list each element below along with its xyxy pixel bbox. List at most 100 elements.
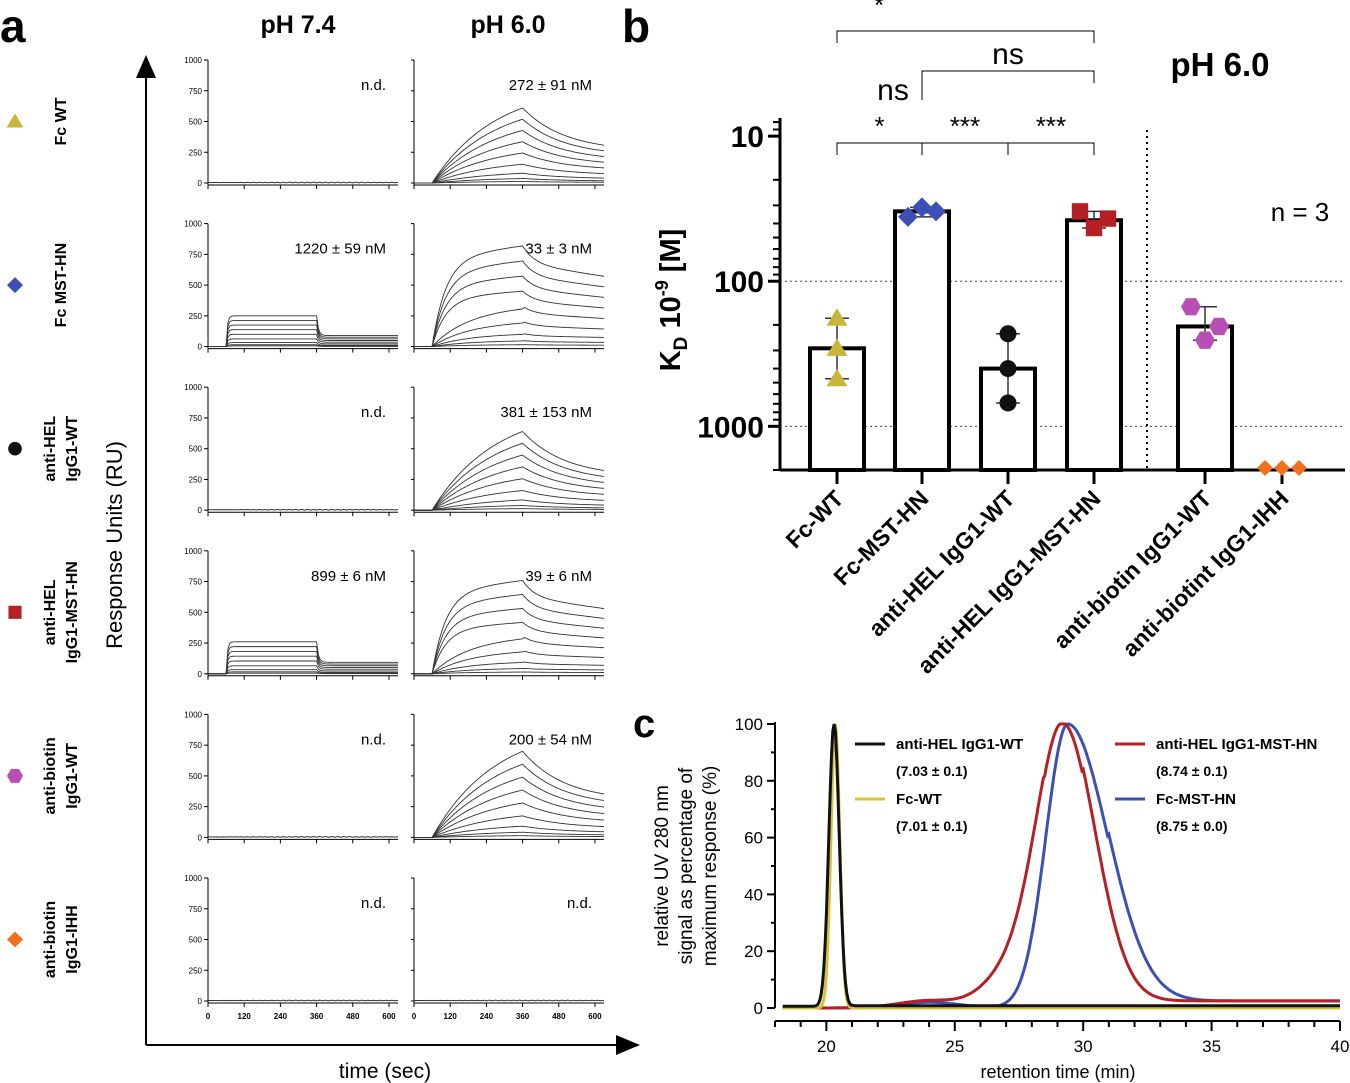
panel-b-title: pH 6.0 <box>1170 46 1269 83</box>
data-point <box>826 338 848 356</box>
sensorgram-ph60: 381 ± 153 nM <box>411 386 605 517</box>
y-tick-label: 750 <box>189 578 203 587</box>
panel-a-x-axis-label: time (sec) <box>339 1060 431 1083</box>
significance-label: ns <box>877 74 909 107</box>
kd-label: 1220 ± 59 nM <box>294 241 386 258</box>
y-tick-label: 750 <box>189 250 203 259</box>
response-trace <box>208 338 398 348</box>
panel-a-outer-axes <box>136 55 640 1055</box>
response-trace <box>414 671 605 675</box>
panel-c-x-axis-label: retention time (min) <box>980 1062 1135 1082</box>
data-point <box>926 201 946 222</box>
data-point <box>1085 219 1103 237</box>
response-trace <box>414 245 605 348</box>
response-trace <box>414 454 605 511</box>
x-tick-label: 600 <box>588 1012 602 1021</box>
kd-label: 33 ± 3 nM <box>525 241 592 258</box>
response-trace <box>208 342 398 348</box>
data-point <box>1209 317 1229 336</box>
y-tick-label: 100 <box>714 266 764 299</box>
bracket-line <box>921 70 1095 83</box>
kd-label: 381 ± 153 nM <box>500 404 592 421</box>
sensorgram-ph60: 39 ± 6 nM <box>411 550 605 680</box>
response-trace <box>208 669 398 675</box>
data-point <box>1071 203 1089 220</box>
response-trace <box>414 344 605 348</box>
x-tick-label: 480 <box>552 1012 566 1021</box>
baseline-trace <box>413 999 605 1002</box>
response-trace <box>414 825 605 838</box>
x-tick-label: 30 <box>1074 1037 1093 1056</box>
response-trace <box>414 636 605 675</box>
significance-label: * <box>874 0 884 20</box>
x-tick-label: 40 <box>1331 1037 1350 1056</box>
x-tick-label: 20 <box>817 1037 836 1056</box>
row-label: IgG1-MST-HN <box>64 561 81 663</box>
response-trace <box>414 607 605 675</box>
data-point <box>826 308 848 326</box>
legend-label: Fc-MST-HN <box>1156 791 1236 808</box>
kd-label: 272 ± 91 nM <box>509 77 592 94</box>
x-tick-label: 0 <box>206 1012 211 1021</box>
row-label: Fc MST-HN <box>53 243 70 327</box>
legend-label: Fc-WT <box>896 791 942 808</box>
legend-value: (8.74 ± 0.1) <box>1156 763 1228 779</box>
data-point <box>1195 331 1215 349</box>
y-tick-label: 500 <box>189 936 203 945</box>
response-trace <box>208 671 398 675</box>
y-tick-label: 1000 <box>184 874 202 883</box>
y-tick-label: 0 <box>198 833 203 842</box>
response-trace <box>414 621 605 675</box>
x-tick-label: 35 <box>1202 1037 1221 1056</box>
response-trace <box>414 321 605 348</box>
legend-value: (8.75 ± 0.0) <box>1156 818 1228 834</box>
baseline-trace <box>207 999 399 1002</box>
column-header-ph60: pH 6.0 <box>470 11 545 39</box>
y-tick-label: 0 <box>754 999 763 1018</box>
bracket-line <box>1007 142 1095 155</box>
y-tick-label: 80 <box>744 772 763 791</box>
y-tick-label: 10 <box>731 121 764 154</box>
x-tick-label: 120 <box>238 1012 252 1021</box>
y-tick-label: 250 <box>189 312 203 321</box>
response-trace <box>414 340 605 348</box>
response-trace <box>208 665 398 675</box>
response-trace <box>208 329 398 348</box>
kd-label: 39 ± 6 nM <box>525 568 592 585</box>
response-trace <box>414 499 605 511</box>
baseline-trace <box>207 836 399 838</box>
response-trace <box>208 672 398 675</box>
y-tick-label: 0 <box>198 997 203 1006</box>
row-marker <box>8 441 22 456</box>
x-tick-label: 360 <box>516 1012 530 1021</box>
panel-letter-b: b <box>622 0 650 52</box>
row-marker <box>6 113 24 128</box>
response-trace <box>208 320 398 348</box>
response-trace <box>414 593 605 675</box>
response-trace <box>414 831 605 838</box>
y-tick-label: 1000 <box>184 220 202 229</box>
response-trace <box>414 290 605 348</box>
sensorgram-ph60: 33 ± 3 nM <box>411 223 605 353</box>
response-trace <box>414 260 605 348</box>
kd-bar <box>1065 218 1123 472</box>
y-tick-label: 40 <box>744 885 763 904</box>
column-header-ph74: pH 7.4 <box>260 11 335 39</box>
y-tick-label: 750 <box>189 87 203 96</box>
chromatogram-series <box>782 723 1340 1008</box>
response-trace <box>414 789 605 838</box>
row-marker <box>8 605 22 619</box>
legend-label: anti-HEL IgG1-MST-HN <box>1156 736 1317 753</box>
panel-a-y-axis-label: Response Units (RU) <box>102 441 127 649</box>
y-tick-label: 1000 <box>184 56 202 65</box>
significance-label: *** <box>1036 111 1066 141</box>
response-trace <box>414 129 605 184</box>
row-label: anti-HEL <box>42 579 59 645</box>
baseline-trace <box>207 181 399 184</box>
kd-label: n.d. <box>361 404 386 421</box>
kd-label: n.d. <box>361 895 386 912</box>
data-point <box>999 360 1017 378</box>
response-trace <box>414 667 605 675</box>
